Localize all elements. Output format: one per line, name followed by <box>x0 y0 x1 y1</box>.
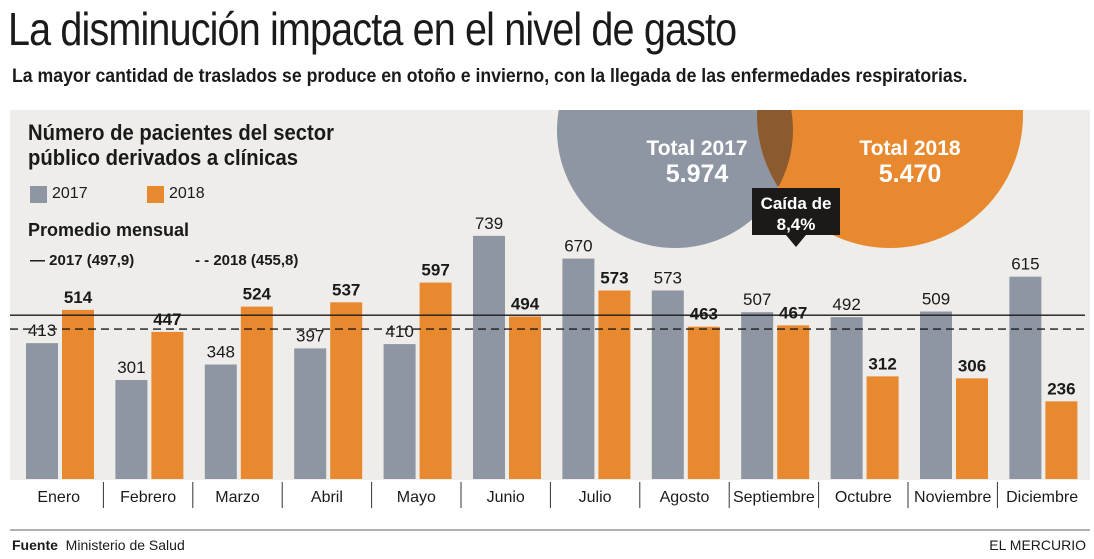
month-label: Marzo <box>215 489 260 506</box>
month-label: Junio <box>487 489 525 506</box>
bar-2018-abril <box>330 302 363 479</box>
bar-2018-marzo <box>240 306 273 479</box>
month-label: Abril <box>311 489 343 506</box>
bar-2018-enero <box>62 309 94 479</box>
average-2017-label: — 2017 (497,9) <box>30 252 135 269</box>
data-label: 397 <box>296 326 324 345</box>
month-label: Agosto <box>660 489 710 506</box>
data-label: 463 <box>690 305 718 324</box>
data-label: 573 <box>654 268 682 287</box>
month-label: Noviembre <box>914 489 991 506</box>
average-2018-label: - - 2018 (455,8) <box>195 252 299 269</box>
legend-swatch-2018 <box>147 185 164 203</box>
bar-2018-octubre <box>866 376 899 479</box>
legend-label: 2017 <box>52 185 88 202</box>
data-label: 312 <box>868 354 896 373</box>
legend-label: 2018 <box>169 185 205 202</box>
data-label: 739 <box>475 214 503 233</box>
drop-label: Caída de <box>761 194 832 213</box>
legend-2018: 2018 <box>147 185 205 203</box>
bar-2017-junio <box>473 235 505 479</box>
bar-2018-septiembre <box>777 325 810 479</box>
month-label: Julio <box>579 489 612 506</box>
total-2017-value: 5.974 <box>666 160 729 188</box>
source-text: Ministerio de Salud <box>65 537 185 553</box>
bar-2018-julio <box>598 290 631 479</box>
legend-2017: 2017 <box>30 185 88 203</box>
bar-2018-febrero <box>151 331 184 479</box>
legend-swatch-2017 <box>30 185 47 203</box>
data-label: 348 <box>207 343 235 362</box>
bar-2018-agosto <box>687 326 720 479</box>
data-label: 492 <box>832 295 860 314</box>
data-label: 615 <box>1011 255 1039 274</box>
data-label: 670 <box>564 237 592 256</box>
bar-2018-junio <box>509 316 541 479</box>
data-label: 597 <box>421 261 449 280</box>
month-label: Enero <box>37 489 80 506</box>
bar-2017-octubre <box>830 317 863 479</box>
bar-2017-febrero <box>115 379 148 479</box>
brand: EL MERCURIO <box>989 537 1086 553</box>
month-label: Octubre <box>835 489 892 506</box>
data-label: 514 <box>64 288 93 307</box>
chart-title: Número de pacientes del sector público d… <box>28 120 334 170</box>
bar-2017-julio <box>562 258 595 479</box>
data-label: 507 <box>743 290 771 309</box>
data-label: 573 <box>600 268 628 287</box>
month-label: Febrero <box>120 489 176 506</box>
circle-2017 <box>557 110 793 248</box>
data-label: 410 <box>385 322 413 341</box>
total-2017-label: Total 2017 <box>646 137 747 160</box>
bar-2017-abril <box>294 348 327 479</box>
data-label: 494 <box>511 294 540 313</box>
bar-2017-agosto <box>651 290 684 479</box>
bar-2018-mayo <box>419 282 452 479</box>
drop-callout <box>752 188 840 247</box>
month-label: Diciembre <box>1006 489 1078 506</box>
drop-value: 8,4% <box>777 215 816 234</box>
data-label: 301 <box>117 358 145 377</box>
bar-2017-diciembre <box>1009 276 1042 479</box>
data-label: 467 <box>779 303 807 322</box>
data-label: 306 <box>958 356 986 375</box>
bar-2017-enero <box>26 343 58 479</box>
month-label: Mayo <box>397 489 436 506</box>
data-label: 447 <box>153 310 181 329</box>
data-label: 537 <box>332 280 360 299</box>
data-label: 413 <box>28 321 56 340</box>
bar-2017-marzo <box>204 364 237 479</box>
bar-2018-diciembre <box>1045 401 1078 479</box>
data-label: 524 <box>243 285 272 304</box>
data-label: 236 <box>1047 379 1075 398</box>
total-2018-value: 5.470 <box>879 160 942 188</box>
data-label: 509 <box>922 290 950 309</box>
source-label: Fuente <box>12 537 58 553</box>
page-subtitle: La mayor cantidad de traslados se produc… <box>12 66 968 87</box>
page-title: La disminución impacta en el nivel de ga… <box>8 3 737 55</box>
bar-2018-noviembre <box>956 378 988 479</box>
average-heading: Promedio mensual <box>28 220 190 240</box>
bar-2017-septiembre <box>741 312 774 479</box>
bar-2017-noviembre <box>920 311 952 479</box>
bar-2017-mayo <box>383 344 416 479</box>
month-label: Septiembre <box>733 489 815 506</box>
total-2018-label: Total 2018 <box>859 137 960 160</box>
